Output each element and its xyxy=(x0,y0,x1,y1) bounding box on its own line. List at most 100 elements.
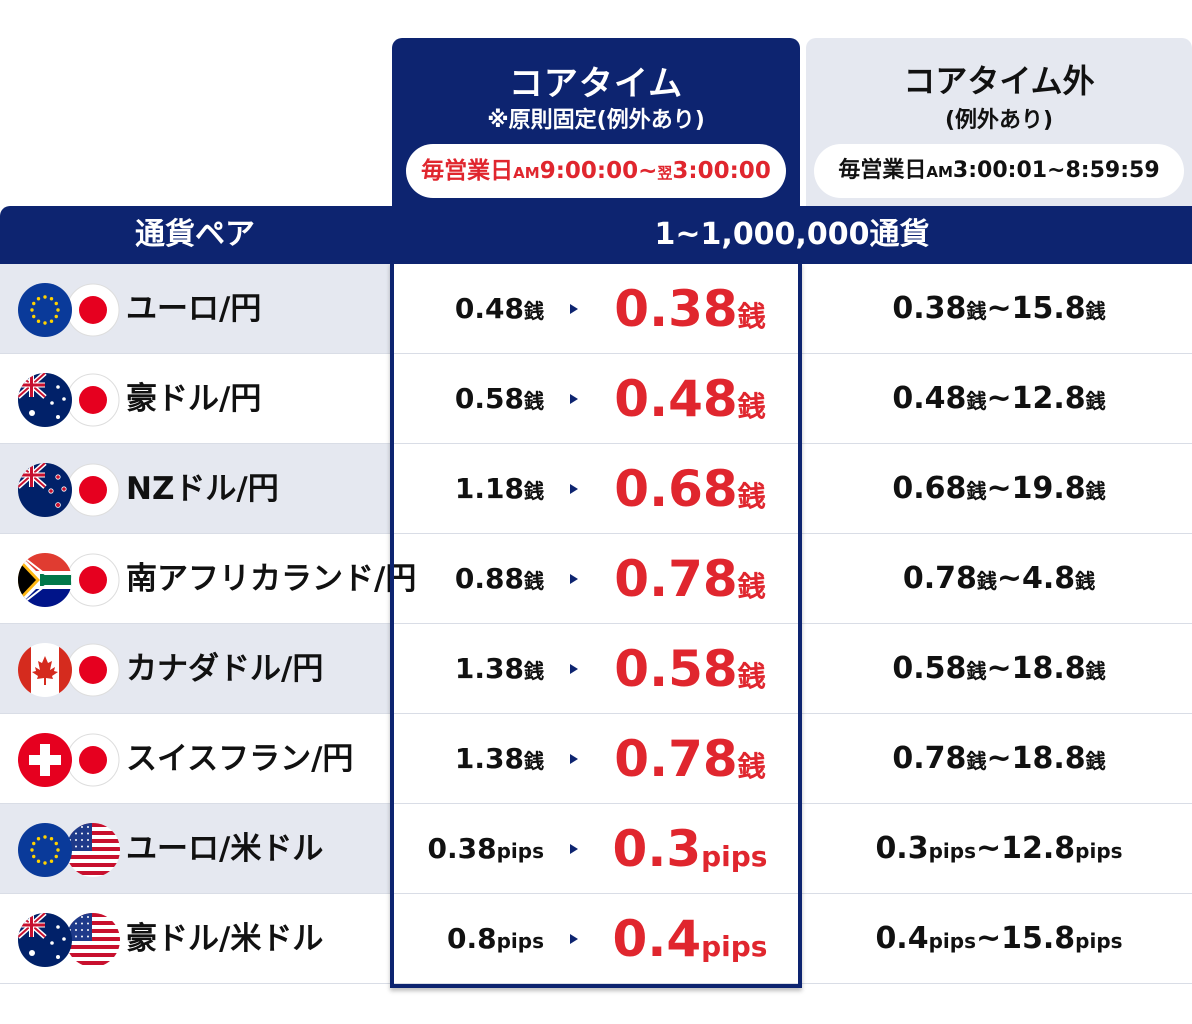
core-hours-next-day: 翌 xyxy=(657,164,673,182)
flag-pair xyxy=(18,463,122,517)
table-row: カナダドル/円 1.38銭 0.58銭 0.58銭~18.8銭 xyxy=(0,624,1192,714)
japan-flag-icon xyxy=(66,373,120,427)
core-time-hours: 毎営業日AM9:00:00~翌3:00:00 xyxy=(406,144,786,198)
new-spread: 0.38銭 xyxy=(614,280,766,338)
eu-flag-icon xyxy=(18,283,72,337)
table-row: スイスフラン/円 1.38銭 0.78銭 0.78銭~18.8銭 xyxy=(0,714,1192,804)
noncore-spread-range: 0.38銭~15.8銭 xyxy=(892,291,1106,326)
new-spread: 0.68銭 xyxy=(614,460,766,518)
currency-pair-cell: ユーロ/円 xyxy=(0,264,390,354)
core-hours-prefix: 毎営業日 xyxy=(421,158,514,184)
previous-spread: 0.58銭 xyxy=(454,382,544,415)
flag-pair xyxy=(18,283,122,337)
noncore-time-header: コアタイム外 (例外あり) 毎営業日AM3:00:01~8:59:59 xyxy=(806,38,1192,206)
arrow-right-icon xyxy=(570,574,578,584)
core-time-title: コアタイム xyxy=(508,64,684,104)
core-spread-cell: 1.38銭 0.78銭 xyxy=(392,714,800,804)
australia-flag-icon xyxy=(18,373,72,427)
core-time-note: ※原則固定(例外あり) xyxy=(487,108,705,133)
core-hours-start: 9:00:00~ xyxy=(539,158,658,184)
noncore-spread-range: 0.4pips~15.8pips xyxy=(875,921,1123,956)
table-row: NZドル/円 1.18銭 0.68銭 0.68銭~19.8銭 xyxy=(0,444,1192,534)
arrow-right-icon xyxy=(570,754,578,764)
row-divider xyxy=(0,533,1192,534)
row-divider xyxy=(0,443,1192,444)
currency-pair-cell: カナダドル/円 xyxy=(0,624,390,714)
flag-pair xyxy=(18,733,122,787)
core-spread-cell: 0.8pips 0.4pips xyxy=(392,894,800,984)
new-spread: 0.78銭 xyxy=(614,550,766,608)
row-divider xyxy=(0,893,1192,894)
previous-spread: 1.38銭 xyxy=(454,652,544,685)
noncore-time-hours: 毎営業日AM3:00:01~8:59:59 xyxy=(814,144,1184,198)
previous-spread: 1.38銭 xyxy=(454,742,544,775)
noncore-spread-range: 0.48銭~12.8銭 xyxy=(892,381,1106,416)
new-zealand-flag-icon xyxy=(18,463,72,517)
noncore-spread-cell: 0.38銭~15.8銭 xyxy=(806,264,1192,354)
arrow-right-icon xyxy=(570,934,578,944)
australia-flag-icon xyxy=(18,913,72,967)
noncore-spread-cell: 0.78銭~4.8銭 xyxy=(806,534,1192,624)
currency-pair-column-header: 通貨ペア xyxy=(135,217,255,252)
noncore-hours-am: AM xyxy=(926,163,953,181)
core-hours-am: AM xyxy=(513,164,540,182)
noncore-spread-cell: 0.78銭~18.8銭 xyxy=(806,714,1192,804)
trade-amount-header: 1~1,000,000通貨 xyxy=(654,217,930,252)
table-row: 豪ドル/米ドル 0.8pips 0.4pips 0.4pips~15.8pips xyxy=(0,894,1192,984)
core-spread-cell: 0.88銭 0.78銭 xyxy=(392,534,800,624)
noncore-spread-cell: 0.58銭~18.8銭 xyxy=(806,624,1192,714)
new-spread: 0.48銭 xyxy=(614,370,766,428)
noncore-spread-range: 0.78銭~4.8銭 xyxy=(902,561,1096,596)
core-spread-cell: 1.38銭 0.58銭 xyxy=(392,624,800,714)
noncore-hours-range: 3:00:01~8:59:59 xyxy=(952,158,1160,183)
japan-flag-icon xyxy=(66,283,120,337)
table-row: 豪ドル/円 0.58銭 0.48銭 0.48銭~12.8銭 xyxy=(0,354,1192,444)
usa-flag-icon xyxy=(66,913,120,967)
noncore-spread-range: 0.68銭~19.8銭 xyxy=(892,471,1106,506)
previous-spread: 0.8pips xyxy=(446,922,544,955)
usa-flag-icon xyxy=(66,823,120,877)
flag-pair xyxy=(18,553,122,607)
noncore-time-note: (例外あり) xyxy=(944,108,1054,133)
currency-pair-cell: 南アフリカランド/円 xyxy=(0,534,416,624)
row-divider xyxy=(0,713,1192,714)
column-header-bar: 通貨ペア 1~1,000,000通貨 xyxy=(0,206,1192,264)
noncore-spread-cell: 0.3pips~12.8pips xyxy=(806,804,1192,894)
canada-flag-icon xyxy=(18,643,72,697)
currency-pair-name: 南アフリカランド/円 xyxy=(126,561,417,597)
previous-spread: 0.88銭 xyxy=(454,562,544,595)
currency-pair-cell: ユーロ/米ドル xyxy=(0,804,390,894)
currency-pair-name: 豪ドル/米ドル xyxy=(126,921,324,957)
table-row: 南アフリカランド/円 0.88銭 0.78銭 0.78銭~4.8銭 xyxy=(0,534,1192,624)
japan-flag-icon xyxy=(66,463,120,517)
row-divider xyxy=(0,983,1192,984)
noncore-spread-range: 0.3pips~12.8pips xyxy=(875,831,1123,866)
currency-pair-name: カナダドル/円 xyxy=(126,651,324,687)
currency-pair-name: 豪ドル/円 xyxy=(126,381,262,417)
row-divider xyxy=(0,353,1192,354)
flag-pair xyxy=(18,643,122,697)
row-divider xyxy=(0,623,1192,624)
previous-spread: 0.48銭 xyxy=(454,292,544,325)
previous-spread: 1.18銭 xyxy=(454,472,544,505)
currency-pair-cell: 豪ドル/円 xyxy=(0,354,390,444)
row-divider xyxy=(0,803,1192,804)
flag-pair xyxy=(18,913,122,967)
currency-pair-name: ユーロ/米ドル xyxy=(126,831,324,867)
japan-flag-icon xyxy=(66,733,120,787)
currency-pair-cell: 豪ドル/米ドル xyxy=(0,894,390,984)
core-spread-cell: 0.48銭 0.38銭 xyxy=(392,264,800,354)
core-spread-cell: 1.18銭 0.68銭 xyxy=(392,444,800,534)
japan-flag-icon xyxy=(66,643,120,697)
arrow-right-icon xyxy=(570,304,578,314)
new-spread: 0.4pips xyxy=(612,910,768,968)
arrow-right-icon xyxy=(570,664,578,674)
new-spread: 0.78銭 xyxy=(614,730,766,788)
noncore-hours-prefix: 毎営業日 xyxy=(838,158,927,183)
noncore-spread-range: 0.78銭~18.8銭 xyxy=(892,741,1106,776)
currency-pair-cell: スイスフラン/円 xyxy=(0,714,390,804)
noncore-spread-cell: 0.48銭~12.8銭 xyxy=(806,354,1192,444)
arrow-right-icon xyxy=(570,484,578,494)
currency-pair-name: ユーロ/円 xyxy=(126,291,262,327)
noncore-time-title: コアタイム外 xyxy=(903,62,1095,100)
